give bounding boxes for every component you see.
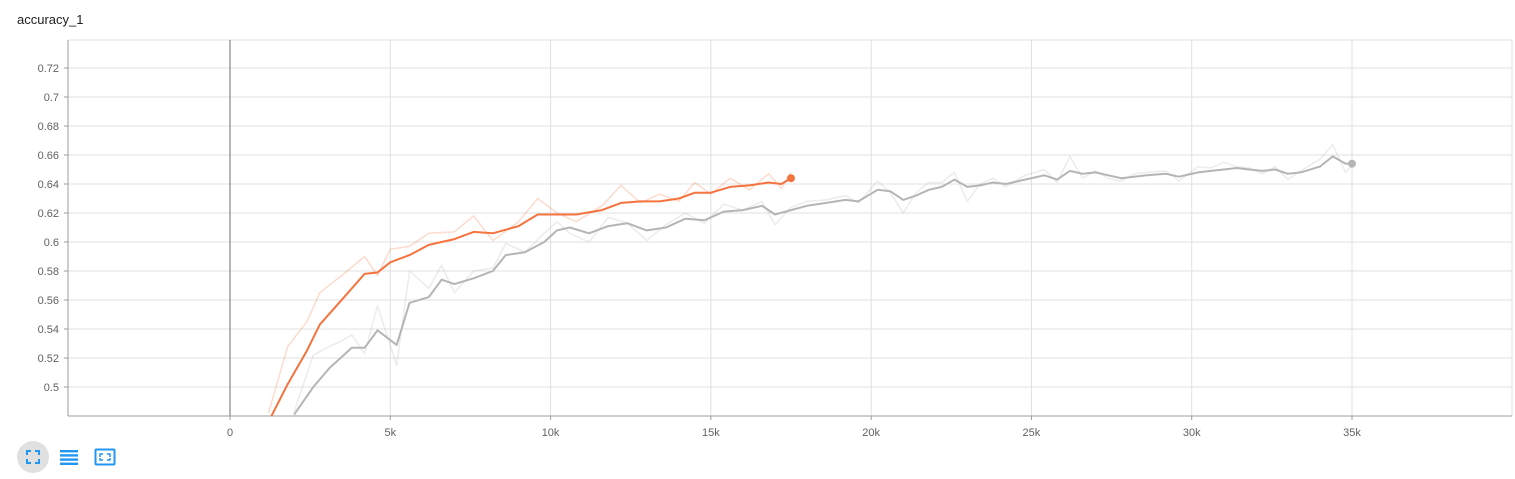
fullscreen-icon: [26, 450, 40, 464]
axes: [64, 40, 1512, 420]
x-tick-label: 10k: [542, 427, 560, 439]
chart-toolbar: [17, 441, 121, 473]
toggle-log-scale-button[interactable]: [53, 441, 85, 473]
series-orange-raw-line: [267, 172, 792, 414]
tick-labels: 0.5 0.52 0.54 0.56 0.58 0.6 0.62 0.64 0.66 0.68 0.…: [38, 63, 1362, 439]
series-orange-end-point: [787, 174, 795, 183]
y-tick-label: 0.56: [38, 295, 59, 307]
x-tick-label: 20k: [862, 427, 880, 439]
x-tick-label: 15k: [702, 427, 720, 439]
crop-free-icon: [94, 448, 116, 466]
expand-chart-button[interactable]: [89, 441, 121, 473]
x-tick-label: 25k: [1023, 427, 1041, 439]
y-tick-label: 0.62: [38, 208, 59, 220]
y-tick-label: 0.68: [38, 121, 59, 133]
y-tick-label: 0.6: [44, 237, 59, 249]
chart-title: accuracy_1: [17, 12, 84, 27]
x-tick-label: 5k: [384, 427, 396, 439]
y-tick-label: 0.7: [44, 92, 59, 104]
y-tick-label: 0.64: [38, 179, 59, 191]
smoothed-series-layer: [270, 155, 1356, 416]
y-tick-label: 0.5: [44, 382, 59, 394]
series-orange-smoothed-line: [270, 177, 792, 416]
y-tick-label: 0.72: [38, 63, 59, 75]
raw-series-layer: [267, 144, 1353, 414]
y-tick-label: 0.58: [38, 266, 59, 278]
x-tick-label: 35k: [1343, 427, 1361, 439]
grid-lines: [68, 39, 1513, 416]
y-tick-label: 0.54: [38, 324, 59, 336]
x-tick-label: 0: [227, 427, 233, 439]
y-tick-label: 0.66: [38, 150, 59, 162]
list-icon: [60, 450, 78, 465]
series-gray-raw-line: [293, 144, 1353, 412]
series-gray-end-point: [1348, 159, 1356, 168]
series-gray-smoothed-line: [293, 155, 1352, 416]
fit-domain-button[interactable]: [17, 441, 49, 473]
y-tick-label: 0.52: [38, 353, 59, 365]
x-tick-label: 30k: [1183, 427, 1201, 439]
